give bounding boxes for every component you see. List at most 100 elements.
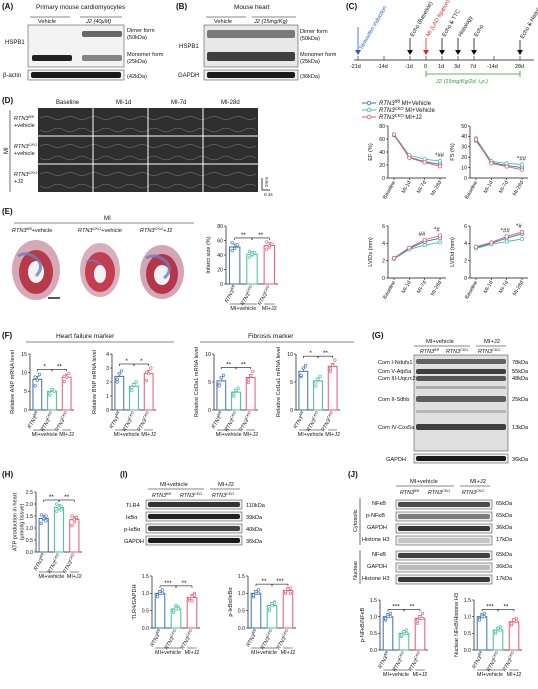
y-tick-label: 0	[382, 176, 385, 182]
panel-letter-b: (B)	[176, 2, 187, 11]
data-point	[134, 380, 138, 384]
blot-band	[398, 526, 490, 531]
panel-c-tick-0: -21d	[350, 64, 361, 70]
group-bottom-label: MI+vehicle	[383, 672, 409, 678]
y-axis-label: (μmol/g tissue)	[20, 503, 26, 540]
data-point	[420, 611, 425, 615]
data-point	[333, 358, 337, 362]
y-tick-label: 1.0	[142, 591, 149, 597]
panel-j-lane-3: RTN3CKO	[462, 489, 484, 496]
panel-d-echo: Baseline MI-1d MI-7d MI-28d MI RTN3fl/fl…	[4, 100, 273, 197]
significance-label: *	[125, 358, 128, 365]
y-axis-label: Nuclear NFκB/Histone H3	[454, 593, 460, 657]
y-axis-label: p-IκBα/IκBα	[228, 587, 234, 617]
panel-c-tick-6: 7d	[470, 64, 476, 70]
y-tick-label: 20	[217, 267, 223, 273]
significance-label: **	[57, 363, 62, 370]
series-point	[473, 137, 479, 142]
panel-c-tick-8: 28d	[515, 64, 524, 70]
group-label: RTN3CKO	[237, 410, 254, 432]
data-point	[284, 589, 288, 594]
panel-b-group-vehicle: Vehicle	[214, 19, 232, 25]
group-label: RTN3fl/fl	[108, 410, 123, 429]
data-point	[236, 386, 240, 390]
y-tick-label: 6	[382, 224, 385, 230]
panel-b-title: Mouse heart	[234, 4, 270, 11]
bar	[476, 616, 488, 651]
panel-a-group-j2: J2 (40μM)	[85, 19, 111, 25]
group-bottom-label: MI+vehicle	[38, 574, 64, 580]
data-point	[299, 373, 303, 377]
y-tick-label: 2	[106, 380, 109, 386]
chart-p-nf-b-nf-b: 0.00.51.01.5p-NFκB/NFκB*** **RTN3fl/flRTN…	[360, 598, 428, 678]
group-label: RTN3fl/fl	[377, 650, 392, 669]
panel-g-lane-2: RTN3CKO	[446, 348, 468, 355]
panel-d-col-baseline: Baseline	[56, 100, 80, 106]
data-point	[316, 377, 320, 381]
panel-d-col-mi7d: MI-7d	[171, 100, 186, 106]
y-tick-label: 20	[461, 155, 467, 161]
series-point	[504, 164, 509, 169]
y-tick-label: 0.0	[142, 626, 149, 632]
panel-g-group-j2: MI+J2	[484, 339, 500, 345]
significance-label: *#	[434, 228, 440, 234]
chart-lvids-mm: 0 2 4 6 LVIDs (mm) Baseline MI-1d MI-7d MI-28d ##…	[368, 224, 446, 300]
chart-atp-production-in-heart-mol-g-tissue: 0.0 0.5 1.0 1.5 2.0 2.5 ATP production in hear…	[13, 490, 82, 580]
significance-label: **	[504, 603, 509, 610]
data-point	[384, 616, 388, 620]
group-bottom-label: MI+J2	[281, 650, 296, 656]
data-point	[416, 618, 420, 622]
panel-d-col-mi1d: MI-1d	[116, 100, 131, 106]
panel-j-right-1: 65kDa	[496, 513, 513, 519]
y-axis-label: Relative Col3a1 mRNA level	[194, 347, 200, 417]
panel-b-group-j2: J2 (15mg/Kg)	[253, 19, 288, 25]
panel-letter-g: (G)	[372, 331, 384, 340]
significance-label: *#	[516, 224, 522, 230]
series-point	[437, 240, 443, 245]
data-point	[57, 506, 61, 510]
data-point	[265, 247, 269, 251]
significance-label: *##	[501, 228, 511, 234]
panel-letter-d: (D)	[2, 96, 13, 105]
panel-g-right-4: 13kDa	[512, 425, 529, 431]
group-label: RTN3CKO	[275, 628, 292, 650]
panel-g-left-3: Com II-Sdhb	[378, 397, 409, 403]
panel-c-event-echo-histology: Echo & Histology	[520, 0, 538, 40]
panel-e-label-1: RTN3fl/fl+vehicle	[12, 226, 52, 234]
y-tick-label: 1.5	[370, 598, 377, 604]
data-point	[221, 373, 226, 377]
bar	[246, 253, 258, 285]
series-line	[393, 134, 441, 167]
series-line	[475, 140, 523, 169]
panel-c-tick-7: -14d	[487, 64, 498, 70]
y-tick-label: 3	[106, 366, 109, 372]
panel-a-band-actin-kda: (42kDa)	[127, 74, 147, 80]
blot-band	[398, 538, 490, 543]
data-point	[482, 611, 487, 615]
y-tick-label: 20	[379, 163, 385, 169]
data-point	[217, 384, 221, 388]
panel-g-left-1: Com V-Atp5a	[378, 369, 412, 375]
data-point	[160, 588, 164, 592]
data-point	[498, 625, 503, 629]
panel-g-right-1: 55kDa	[512, 369, 529, 375]
x-tick-label: Baseline	[382, 180, 397, 200]
data-point	[55, 502, 59, 506]
panel-b-label-gapdh: GAPDH	[178, 73, 199, 79]
chart-p-i-b-i-b: 0.00.51.01.5p-IκBα/IκBα** ***RTN3fl/flRTN…	[228, 574, 296, 656]
y-axis-label: LVIDd (mm)	[450, 237, 456, 267]
series-point	[407, 155, 412, 160]
panel-f-heart-failure-title: Heart failure marker	[56, 333, 115, 340]
data-point	[144, 379, 149, 383]
y-tick-label: 10	[287, 352, 293, 358]
blot-band	[398, 577, 490, 582]
panel-a-blot: Primary mouse cardiomyocytes Vehicle J2 …	[3, 4, 164, 81]
panel-d-scale-mm: 2mm	[264, 177, 269, 187]
series-line	[475, 139, 523, 171]
series-line	[475, 238, 523, 249]
data-point	[188, 596, 192, 601]
data-point	[388, 615, 393, 619]
